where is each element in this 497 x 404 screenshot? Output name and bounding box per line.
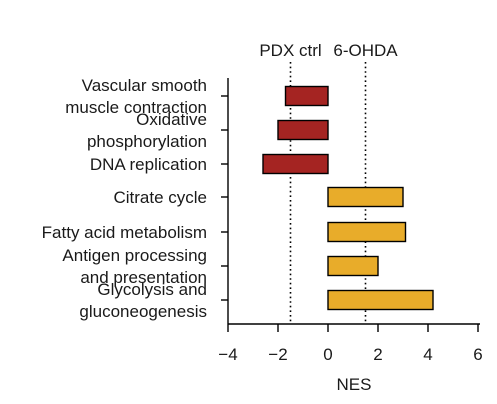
reference-labels: PDX ctrl 6-OHDA xyxy=(259,41,398,60)
category-label-2: Oxidative phosphorylation xyxy=(87,110,207,151)
category-label-line: and presentation xyxy=(80,268,207,287)
x-tick-label-6: 6 xyxy=(473,345,482,364)
x-tick-labels: −4 −2 0 2 4 6 xyxy=(218,345,482,364)
x-tick-label-2: −2 xyxy=(268,345,287,364)
bar-1 xyxy=(284,85,329,107)
reference-label-2: 6-OHDA xyxy=(333,41,398,60)
x-tick-label-5: 4 xyxy=(423,345,432,364)
x-tick-label-3: 0 xyxy=(323,345,332,364)
category-label-4: Citrate cycle xyxy=(113,188,207,207)
category-label-line: Citrate cycle xyxy=(113,188,207,207)
x-ticks xyxy=(227,324,479,332)
category-label-line: Antigen processing xyxy=(62,246,207,265)
reference-label-1: PDX ctrl xyxy=(259,41,321,60)
x-axis-title: NES xyxy=(337,375,372,394)
category-label-line: phosphorylation xyxy=(87,132,207,151)
category-label-6: Antigen processing and presentation xyxy=(62,246,207,287)
bar-3 xyxy=(262,153,329,175)
category-label-line: muscle contraction xyxy=(65,98,207,117)
bar-7 xyxy=(327,289,434,311)
category-label-line: Oxidative xyxy=(136,110,207,129)
x-tick-label-4: 2 xyxy=(373,345,382,364)
category-label-line: gluconeogenesis xyxy=(79,302,207,321)
bars xyxy=(262,85,434,311)
category-label-line: Vascular smooth xyxy=(82,76,207,95)
bar-6 xyxy=(327,255,379,277)
category-labels: Vascular smooth muscle contractionOxidati… xyxy=(42,76,207,321)
category-label-1: Vascular smooth muscle contraction xyxy=(65,76,207,117)
bar-4 xyxy=(327,186,404,208)
bar-2 xyxy=(277,119,329,141)
category-label-line: Fatty acid metabolism xyxy=(42,223,207,242)
category-label-7: Glycolysis and gluconeogenesis xyxy=(79,280,207,321)
y-ticks xyxy=(221,95,228,301)
category-label-3: DNA replication xyxy=(90,155,207,174)
category-label-line: DNA replication xyxy=(90,155,207,174)
x-tick-label-1: −4 xyxy=(218,345,237,364)
category-label-5: Fatty acid metabolism xyxy=(42,223,207,242)
bar-5 xyxy=(327,221,407,243)
category-label-line: Glycolysis and xyxy=(97,280,207,299)
